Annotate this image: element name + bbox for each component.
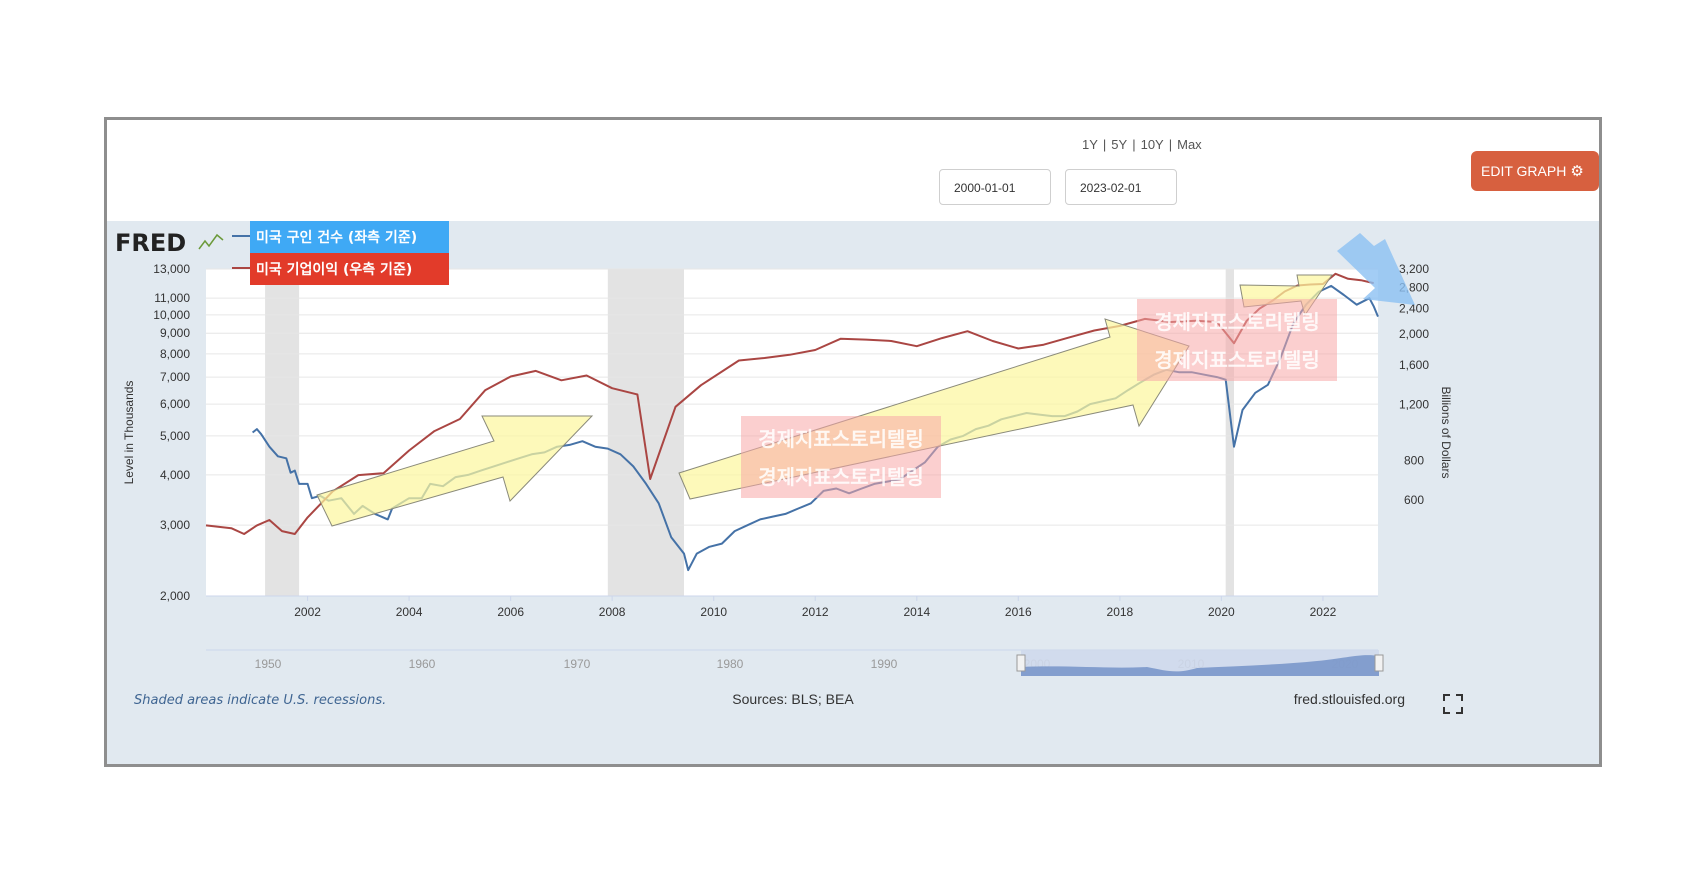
x-axis-tick-label: 2014	[903, 605, 930, 619]
left-axis-tick-label: 2,000	[160, 589, 190, 603]
site-label: fred.stlouisfed.org	[1294, 691, 1405, 707]
navigator-right-handle	[1374, 654, 1384, 672]
x-axis-tick-label: 2008	[599, 605, 626, 619]
right-axis-tick-label: 2,400	[1399, 302, 1429, 316]
annotation-arrow-shape	[316, 415, 594, 527]
navigator-year-label: 1950	[255, 657, 282, 671]
left-axis-tick-label: 8,000	[160, 347, 190, 361]
date-from-input[interactable]: 2000-01-01	[939, 169, 1051, 205]
range-separator: |	[1168, 137, 1173, 152]
range-separator: |	[1102, 137, 1107, 152]
range-10y-link[interactable]: 10Y	[1140, 137, 1164, 152]
fred-logo-text: FRED	[115, 229, 186, 257]
x-axis-tick-label: 2020	[1208, 605, 1235, 619]
range-links: 1Y | 5Y | 10Y | Max	[1082, 137, 1202, 152]
right-axis-tick-label: 3,200	[1399, 262, 1429, 276]
right-axis-tick-label: 2,000	[1399, 327, 1429, 341]
fullscreen-icon[interactable]	[1443, 694, 1463, 714]
chart-area: 2,000 3,000 4,000 5,000 6,000 7,000 8,000 9,000…	[107, 221, 1599, 764]
left-axis-tick-label: 11,000	[154, 291, 190, 305]
navigator-left-handle	[1016, 654, 1026, 672]
gear-icon: ⚙	[1570, 163, 1584, 180]
range-separator: |	[1132, 137, 1136, 152]
right-axis-tick-label: 800	[1404, 454, 1424, 468]
legend-label: 미국 구인 건수 (좌측 기준)	[256, 229, 417, 246]
edit-graph-label: EDIT GRAPH	[1481, 163, 1567, 179]
fred-graph-frame: 1Y|5Y|10Y|Max 2000-01-01 to 2023-02-01 E…	[104, 117, 1602, 767]
edit-graph-button[interactable]: EDIT GRAPH ⚙	[1471, 151, 1599, 191]
navigator-year-label: 1980	[717, 657, 744, 671]
navigator-year-label: 1960	[409, 657, 436, 671]
left-axis-tick-label: 7,000	[160, 370, 190, 384]
watermark-text: 경제지표스토리텔링	[758, 427, 924, 451]
left-axis-title: Level in Thousands	[122, 381, 136, 485]
recession-band	[1225, 269, 1235, 596]
right-axis-tick-label: 600	[1404, 493, 1424, 507]
left-axis-tick-label: 10,000	[153, 308, 190, 322]
recession-note: Shaded areas indicate U.S. recessions.	[134, 693, 386, 708]
right-axis-tick-label: 1,200	[1399, 397, 1429, 411]
range-5y-link[interactable]: 5Y	[1111, 137, 1128, 152]
x-axis-tick-label: 2022	[1310, 605, 1337, 619]
range-max-link[interactable]: Max	[1177, 137, 1202, 152]
x-axis-tick-label: 2018	[1107, 605, 1134, 619]
left-axis-tick-label: 3,000	[160, 518, 190, 532]
left-axis-tick-label: 6,000	[160, 397, 190, 411]
x-axis-tick-label: 2002	[294, 605, 321, 619]
range-1y-link[interactable]: 1Y	[1082, 137, 1098, 152]
date-to-input[interactable]: 2023-02-01	[1065, 169, 1177, 205]
x-axis-tick-label: 2012	[802, 605, 829, 619]
sources-label: Sources: BLS; BEA	[732, 691, 854, 707]
right-axis-tick-label: 1,600	[1399, 358, 1429, 372]
chart-svg: 2,000 3,000 4,000 5,000 6,000 7,000 8,000 9,000…	[115, 221, 1463, 714]
recession-band	[607, 269, 685, 596]
navigator-year-label: 1990	[871, 657, 898, 671]
x-axis-tick-label: 2010	[700, 605, 727, 619]
legend-label: 미국 기업이익 (우측 기준)	[256, 261, 412, 278]
right-axis-title: Billions of Dollars	[1439, 386, 1453, 478]
watermark-text: 경제지표스토리텔링	[1154, 310, 1320, 334]
x-axis-tick-label: 2006	[497, 605, 524, 619]
chart-logo-icon	[198, 233, 224, 250]
watermark-text: 경제지표스토리텔링	[1154, 348, 1320, 372]
watermark-box	[1137, 299, 1337, 381]
navigator-year-label: 1970	[564, 657, 591, 671]
navigator-series-area	[1021, 655, 1379, 676]
left-axis-tick-label: 4,000	[160, 468, 190, 482]
x-axis-tick-label: 2016	[1005, 605, 1032, 619]
x-axis-tick-label: 2004	[396, 605, 423, 619]
annotation-down-arrow-shape	[1337, 233, 1415, 305]
legend-label-box	[250, 221, 449, 253]
left-axis-tick-label: 13,000	[153, 262, 190, 276]
left-axis-tick-label: 5,000	[160, 429, 190, 443]
left-axis-tick-label: 9,000	[160, 326, 190, 340]
recession-band	[265, 269, 300, 596]
watermark-text: 경제지표스토리텔링	[758, 465, 924, 489]
watermark-box	[741, 416, 941, 498]
graph-toolbar: 1Y|5Y|10Y|Max 2000-01-01 to 2023-02-01 E…	[107, 120, 1599, 221]
legend-label-box	[250, 253, 449, 285]
